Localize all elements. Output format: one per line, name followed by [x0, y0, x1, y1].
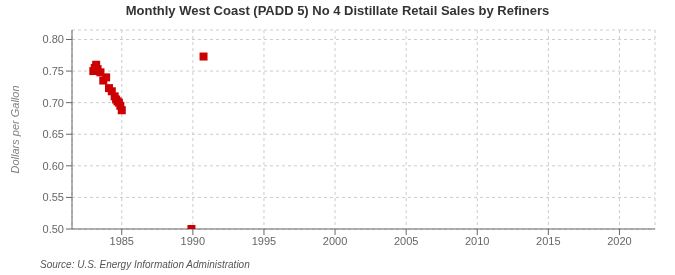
- svg-text:1990: 1990: [181, 235, 205, 247]
- svg-text:0.80: 0.80: [43, 33, 64, 45]
- svg-text:1995: 1995: [252, 235, 276, 247]
- svg-text:2015: 2015: [536, 235, 560, 247]
- svg-text:0.75: 0.75: [43, 65, 64, 77]
- svg-text:2010: 2010: [465, 235, 489, 247]
- svg-text:2000: 2000: [323, 235, 347, 247]
- svg-text:2020: 2020: [607, 235, 631, 247]
- svg-text:0.60: 0.60: [43, 160, 64, 172]
- svg-text:0.55: 0.55: [43, 191, 64, 203]
- svg-text:2005: 2005: [394, 235, 418, 247]
- html-text:Source: U.S. Energy Informatio: Source: U.S. Energy Information Administ…: [40, 259, 250, 270]
- svg-text:Dollars per Gallon: Dollars per Gallon: [9, 85, 21, 173]
- svg-text:0.50: 0.50: [43, 223, 64, 235]
- html-text:Monthly West Coast (PADD 5) No: Monthly West Coast (PADD 5) No 4 Distill…: [125, 3, 550, 18]
- svg-text:0.65: 0.65: [43, 128, 64, 140]
- svg-text:1985: 1985: [110, 235, 134, 247]
- svg-text:0.70: 0.70: [43, 97, 64, 109]
